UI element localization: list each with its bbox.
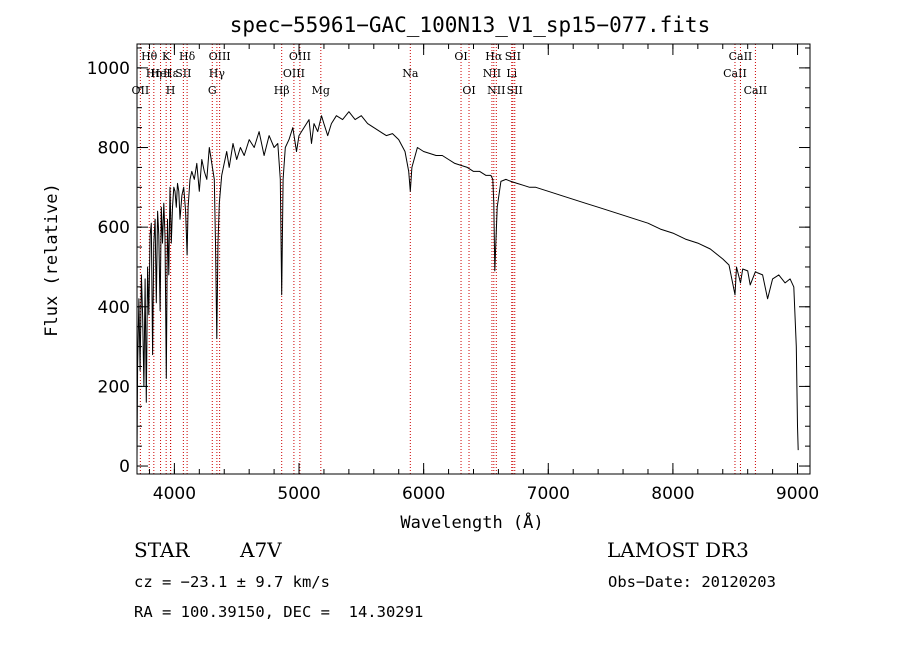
y-tick-label: 200 <box>98 377 130 397</box>
spectral-line-label: Hε <box>163 67 179 80</box>
spectral-line-label: OI <box>454 50 467 63</box>
redshift-text: cz = −23.1 ± 9.7 km/s <box>134 573 330 591</box>
spectral-line-label: SII <box>507 84 523 97</box>
x-tick-label: 6000 <box>402 484 445 504</box>
spectral-line-label: Hδ <box>179 50 196 63</box>
spectral-line-label: H <box>166 84 176 97</box>
spectral-line-label: Hγ <box>209 67 226 80</box>
coordinates-text: RA = 100.39150, DEC = 14.30291 <box>134 603 424 621</box>
x-tick-label: 4000 <box>153 484 196 504</box>
obs-date-text: Obs−Date: 20120203 <box>608 573 776 591</box>
y-tick-label: 600 <box>98 218 130 238</box>
axis-ticks: 4000 5000 6000 7000 8000 9000 0 200 400 600 800 100… <box>87 44 819 504</box>
x-tick-label: 8000 <box>651 484 694 504</box>
spectral-line-label: Hθ <box>141 50 158 63</box>
spectral-line-label: OIII <box>209 50 231 63</box>
spectral-line-label: NII <box>483 67 501 80</box>
survey-name: LAMOST DR3 <box>607 538 749 562</box>
y-tick-label: 400 <box>98 298 130 318</box>
spectral-line-label: K <box>162 50 171 63</box>
spectral-line-label: SII <box>505 50 521 63</box>
spectral-line-label: NII <box>487 84 505 97</box>
spectral-line-label: HeI <box>150 67 170 80</box>
y-tick-label: 800 <box>98 139 130 159</box>
spectral-line-label: Mg <box>312 84 330 97</box>
spectral-line-label: CaII <box>744 84 768 97</box>
plot-frame <box>136 43 811 475</box>
object-class: STAR <box>134 538 190 562</box>
spectral-line-label: OIII <box>289 50 311 63</box>
spectral-line-label: Hβ <box>274 84 290 97</box>
x-tick-label: 9000 <box>776 484 819 504</box>
spectral-line-label: OIII <box>283 67 305 80</box>
spectrum-line-series <box>136 111 799 459</box>
spectral-line-label: Li <box>506 67 517 80</box>
spectral-line-label: Hα <box>485 50 503 63</box>
spectral-line-label: SII <box>175 67 191 80</box>
spectral-line-label: CaII <box>729 50 753 63</box>
spectral-line-label: Hη <box>146 67 162 80</box>
y-axis-label: Flux (relative) <box>42 183 62 337</box>
spectral-line-label: Na <box>402 67 419 80</box>
x-tick-label: 7000 <box>527 484 570 504</box>
spectral-line-label: G <box>208 84 217 97</box>
x-tick-label: 5000 <box>277 484 320 504</box>
spectral-line-label: CaII <box>723 67 747 80</box>
spectral-line-label: OII <box>132 84 150 97</box>
object-subclass: A7V <box>240 538 282 562</box>
x-axis-label: Wavelength (Å) <box>400 511 543 533</box>
y-tick-label: 1000 <box>87 59 130 79</box>
chart-title: spec−55961−GAC_100N13_V1_sp15−077.fits <box>230 13 710 37</box>
spectral-line-label: OI <box>462 84 475 97</box>
y-tick-label: 0 <box>119 457 130 477</box>
